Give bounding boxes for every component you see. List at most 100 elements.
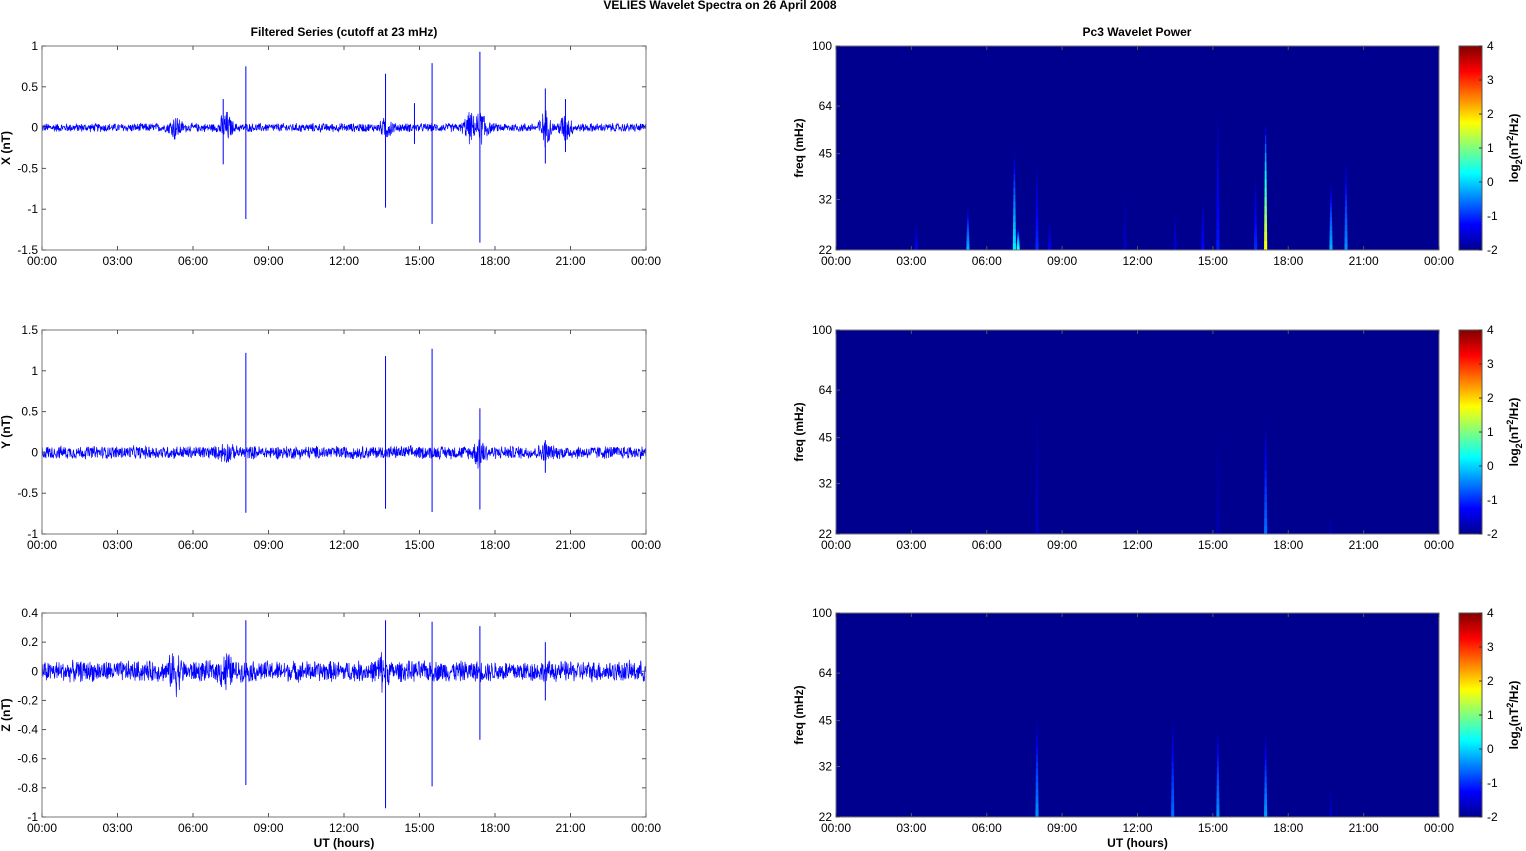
power-streak: [1035, 796, 1039, 804]
power-streak: [1344, 243, 1348, 251]
series-panel-y: 1.5 1 0.5 0 -0.5 -1 Y (nT): [0, 323, 647, 541]
x-tick-label: 09:00: [1047, 254, 1077, 268]
x-tick-label: 00:00: [1424, 254, 1454, 268]
power-streak: [1036, 169, 1038, 176]
power-streak: [1330, 193, 1332, 199]
x-tick-label: 00:00: [821, 254, 851, 268]
power-streak: [1264, 776, 1267, 783]
power-streak: [1036, 444, 1038, 455]
figure-title: VELIES Wavelet Spectra on 26 April 2008: [603, 0, 837, 12]
x-tick-label: 06:00: [178, 254, 208, 268]
power-streak: [1217, 120, 1219, 131]
power-streak: [1216, 773, 1219, 780]
power-streak: [1123, 232, 1127, 237]
power-streak: [1012, 229, 1016, 237]
y-tick-label: 100: [812, 606, 832, 620]
power-streak: [1123, 241, 1127, 246]
power-streak: [1036, 748, 1038, 756]
power-streak: [1036, 434, 1038, 445]
power-streak: [915, 240, 918, 243]
y-tick-label: -0.5: [17, 486, 38, 500]
power-streak: [1216, 220, 1220, 231]
x-tick-label: 00:00: [631, 821, 661, 835]
power-streak: [1123, 214, 1126, 220]
power-streak: [1329, 532, 1333, 535]
power-streak: [914, 248, 918, 251]
x-tick-label: 03:00: [102, 254, 132, 268]
power-streak: [1017, 227, 1019, 230]
power-streak: [915, 236, 918, 239]
power-streak: [1172, 720, 1174, 728]
power-streak: [1329, 807, 1333, 811]
power-streak: [1329, 235, 1333, 241]
power-streak: [1048, 219, 1051, 223]
power-streak: [1201, 228, 1204, 233]
power-streak: [1036, 727, 1038, 735]
y-tick-label: 22: [819, 810, 833, 824]
y-tick-label: 0: [31, 664, 38, 678]
x-tick-label: 18:00: [1273, 821, 1303, 835]
power-streak: [1171, 748, 1174, 756]
x-axis-label: UT (hours): [1107, 836, 1168, 850]
power-streak: [1329, 221, 1333, 227]
power-streak: [1201, 246, 1205, 251]
power-streak: [1216, 200, 1220, 211]
power-streak: [1264, 805, 1268, 812]
colorbar-label-sub: 2: [1514, 159, 1524, 164]
x-tick-label: 06:00: [178, 538, 208, 552]
power-streak: [1329, 805, 1333, 809]
power-streak: [1124, 209, 1126, 215]
colorbar-tick-label: -1: [1487, 776, 1498, 790]
power-streak: [1036, 193, 1038, 201]
colorbar-label-mid: (nT: [1507, 140, 1521, 159]
power-streak: [1254, 218, 1257, 225]
power-streak: [1035, 206, 1039, 213]
power-streak: [1035, 484, 1039, 495]
power-streak: [1216, 463, 1219, 473]
power-streak: [1264, 753, 1267, 760]
power-streak: [1329, 810, 1333, 813]
colorbar-tick-label: -1: [1487, 493, 1498, 507]
y-tick-label: 1: [31, 364, 38, 378]
freq-axis-label: freq (mHz): [792, 402, 806, 461]
x-tick-label: 18:00: [480, 538, 510, 552]
power-streak: [1216, 230, 1220, 241]
y-tick-label: 45: [819, 714, 833, 728]
power-streak: [1048, 231, 1051, 235]
y-tick-label: -1: [27, 810, 38, 824]
x-tick-label: 21:00: [1349, 254, 1379, 268]
power-streak: [1124, 205, 1126, 211]
power-streak: [1216, 516, 1220, 526]
power-streak: [1201, 213, 1204, 218]
power-streak: [1254, 228, 1257, 235]
x-tick-label: 15:00: [1198, 821, 1228, 835]
power-streak: [966, 238, 970, 242]
power-streak: [1202, 199, 1204, 204]
power-streak: [1216, 810, 1220, 818]
power-streak: [1171, 755, 1174, 763]
power-streak: [1036, 394, 1038, 405]
power-streak: [1017, 229, 1019, 232]
power-streak: [1330, 188, 1332, 194]
power-streak: [1264, 486, 1267, 495]
y-tick-label: 64: [819, 99, 833, 113]
power-streak: [1265, 736, 1267, 743]
power-streak: [1016, 248, 1020, 251]
power-streak: [1217, 410, 1219, 420]
y-tick-label: -1: [27, 202, 38, 216]
power-streak: [1171, 734, 1174, 742]
power-streak: [1254, 202, 1257, 209]
power-streak: [1017, 233, 1020, 236]
power-streak: [1173, 244, 1177, 248]
power-streak: [1254, 192, 1257, 198]
power-streak: [1201, 239, 1205, 244]
power-streak: [1048, 247, 1052, 251]
power-streak: [1017, 237, 1020, 240]
colorbar-tick-label: 1: [1487, 141, 1494, 155]
power-streak: [1344, 206, 1348, 213]
power-streak: [1016, 243, 1020, 246]
spectrogram-background: [836, 46, 1439, 250]
power-streak: [1201, 217, 1204, 222]
colorbar-tick-label: 1: [1487, 425, 1494, 439]
power-streak: [1036, 424, 1038, 435]
